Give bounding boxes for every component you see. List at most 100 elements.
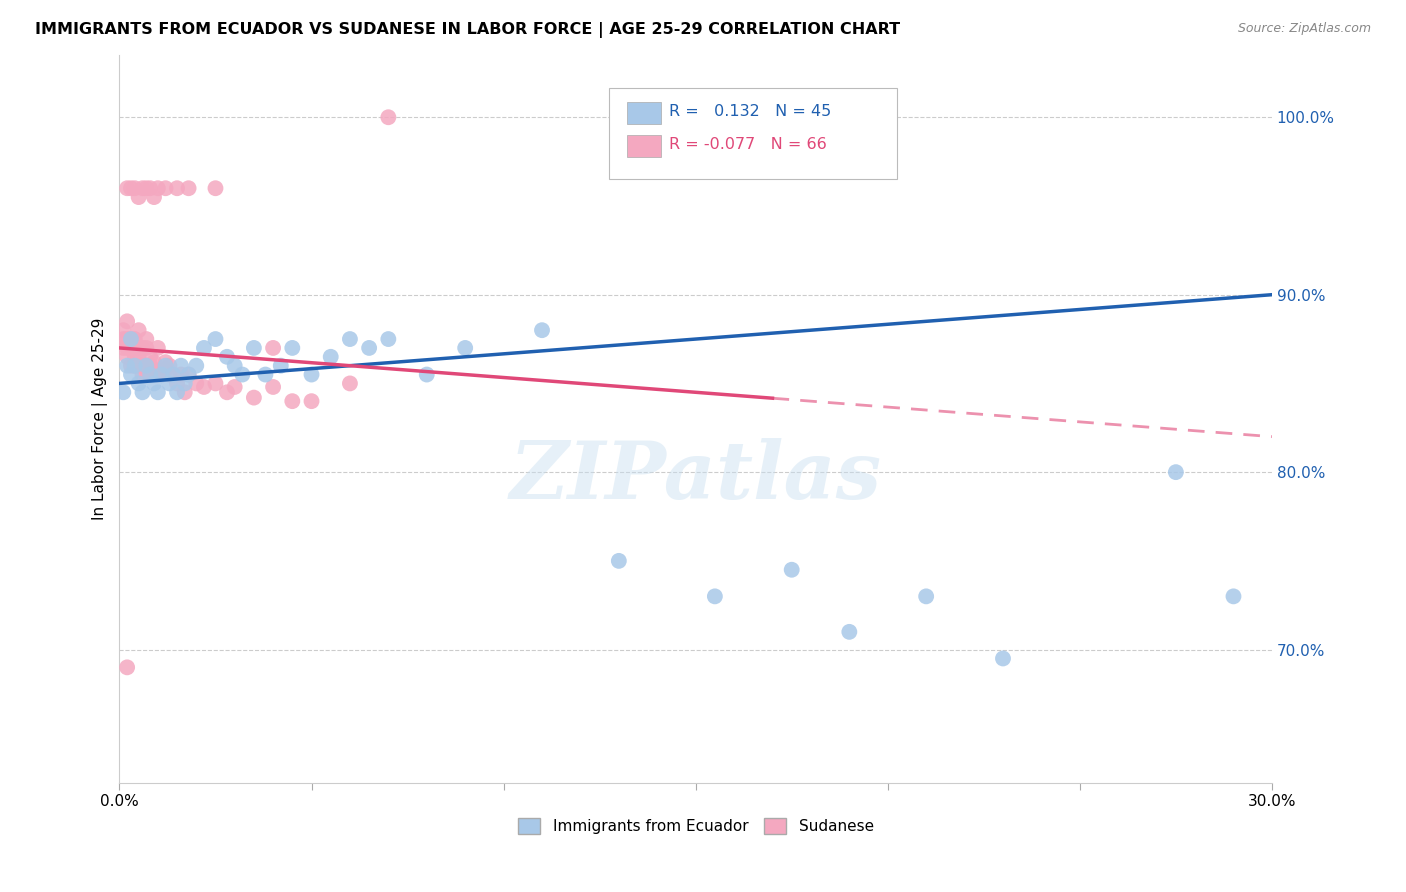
Point bbox=[231, 368, 253, 382]
Point bbox=[301, 368, 323, 382]
Point bbox=[146, 368, 169, 382]
Point bbox=[359, 341, 381, 355]
Point bbox=[339, 376, 361, 391]
Text: R = -0.077   N = 66: R = -0.077 N = 66 bbox=[669, 137, 827, 153]
Point bbox=[215, 385, 238, 400]
Point bbox=[157, 368, 180, 382]
Point bbox=[146, 341, 169, 355]
Point bbox=[339, 332, 361, 346]
Point bbox=[150, 368, 173, 382]
Point bbox=[115, 341, 138, 355]
Point bbox=[131, 341, 153, 355]
Point bbox=[131, 181, 153, 195]
Point bbox=[262, 380, 284, 394]
Point bbox=[1164, 465, 1187, 479]
Point bbox=[162, 368, 184, 382]
Point bbox=[270, 359, 292, 373]
Point bbox=[139, 181, 162, 195]
Point bbox=[135, 341, 157, 355]
Point bbox=[166, 181, 188, 195]
Point bbox=[112, 332, 135, 346]
Text: Source: ZipAtlas.com: Source: ZipAtlas.com bbox=[1237, 22, 1371, 36]
Point bbox=[454, 341, 477, 355]
Point bbox=[143, 376, 166, 391]
Point bbox=[204, 376, 226, 391]
Point bbox=[120, 359, 142, 373]
Point bbox=[416, 368, 439, 382]
Point bbox=[124, 359, 146, 373]
Point bbox=[281, 341, 304, 355]
Point bbox=[204, 332, 226, 346]
Point bbox=[112, 385, 135, 400]
Point bbox=[135, 359, 157, 373]
Point bbox=[703, 590, 725, 604]
Point bbox=[124, 350, 146, 364]
Point bbox=[177, 368, 200, 382]
Point bbox=[262, 341, 284, 355]
Point bbox=[128, 350, 150, 364]
Point bbox=[319, 350, 342, 364]
Point bbox=[377, 332, 399, 346]
Point bbox=[157, 376, 180, 391]
Point bbox=[146, 385, 169, 400]
Bar bbox=[627, 103, 661, 124]
Point bbox=[150, 368, 173, 382]
Text: R =   0.132   N = 45: R = 0.132 N = 45 bbox=[669, 104, 831, 120]
Point bbox=[135, 359, 157, 373]
Point bbox=[131, 368, 153, 382]
Point bbox=[112, 323, 135, 337]
Point bbox=[139, 350, 162, 364]
Point bbox=[173, 376, 195, 391]
Point bbox=[131, 385, 153, 400]
Y-axis label: In Labor Force | Age 25-29: In Labor Force | Age 25-29 bbox=[93, 318, 108, 520]
Legend: Immigrants from Ecuador, Sudanese: Immigrants from Ecuador, Sudanese bbox=[512, 813, 880, 840]
Point bbox=[301, 394, 323, 409]
Point bbox=[128, 359, 150, 373]
Point bbox=[215, 350, 238, 364]
Point bbox=[120, 332, 142, 346]
Point bbox=[170, 368, 193, 382]
Point bbox=[120, 332, 142, 346]
Point bbox=[128, 376, 150, 391]
Point bbox=[128, 190, 150, 204]
Point bbox=[780, 563, 803, 577]
Point bbox=[143, 355, 166, 369]
Point bbox=[124, 359, 146, 373]
Point bbox=[186, 376, 208, 391]
Point bbox=[115, 314, 138, 328]
Point bbox=[143, 190, 166, 204]
Point bbox=[139, 368, 162, 382]
Point bbox=[1222, 590, 1244, 604]
Point bbox=[254, 368, 277, 382]
Point bbox=[915, 590, 938, 604]
Text: IMMIGRANTS FROM ECUADOR VS SUDANESE IN LABOR FORCE | AGE 25-29 CORRELATION CHART: IMMIGRANTS FROM ECUADOR VS SUDANESE IN L… bbox=[35, 22, 900, 38]
Point bbox=[135, 181, 157, 195]
Point bbox=[177, 181, 200, 195]
FancyBboxPatch shape bbox=[609, 88, 897, 178]
Point bbox=[224, 359, 246, 373]
Bar bbox=[627, 136, 661, 157]
Point bbox=[530, 323, 553, 337]
Point bbox=[115, 660, 138, 674]
Point bbox=[173, 385, 195, 400]
Point bbox=[224, 380, 246, 394]
Point bbox=[112, 341, 135, 355]
Point bbox=[177, 368, 200, 382]
Point bbox=[243, 341, 266, 355]
Point bbox=[193, 380, 215, 394]
Point bbox=[115, 332, 138, 346]
Point bbox=[139, 359, 162, 373]
Point bbox=[157, 359, 180, 373]
Point bbox=[838, 624, 860, 639]
Point bbox=[115, 181, 138, 195]
Point bbox=[135, 332, 157, 346]
Point bbox=[991, 651, 1014, 665]
Point bbox=[281, 394, 304, 409]
Point bbox=[166, 376, 188, 391]
Text: ZIPatlas: ZIPatlas bbox=[509, 438, 882, 516]
Point bbox=[377, 110, 399, 124]
Point bbox=[143, 362, 166, 376]
Point bbox=[124, 341, 146, 355]
Point bbox=[124, 181, 146, 195]
Point bbox=[135, 368, 157, 382]
